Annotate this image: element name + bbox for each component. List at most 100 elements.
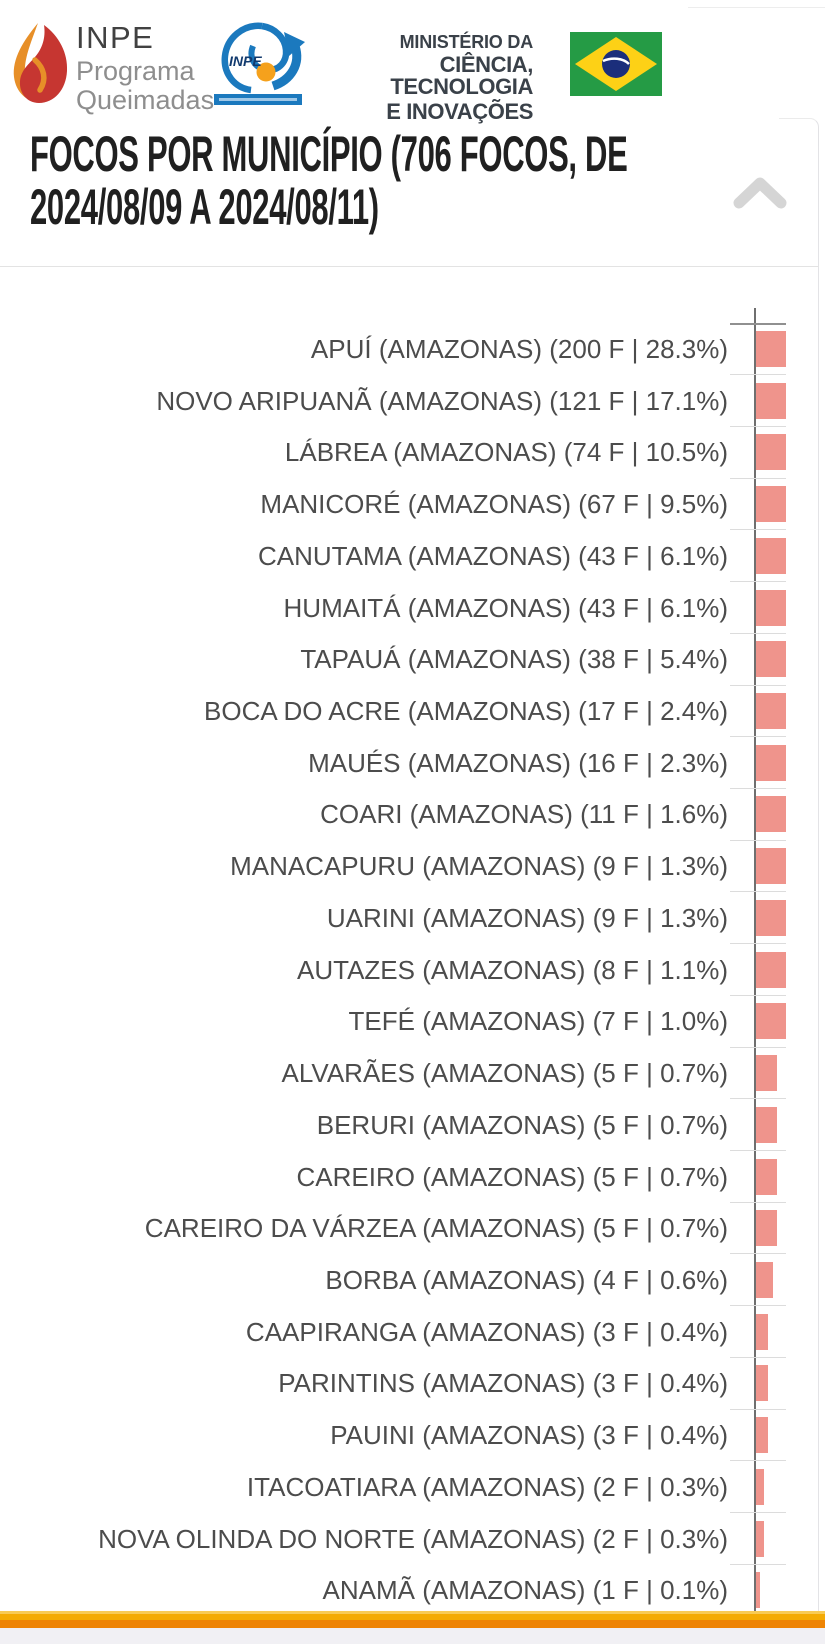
grid-separator (730, 736, 786, 738)
ministry-line3: E INOVAÇÕES (386, 99, 533, 124)
bar[interactable] (755, 1261, 773, 1298)
bar[interactable] (755, 486, 786, 523)
bar[interactable] (755, 1106, 777, 1143)
footer-accent-bar (0, 1611, 825, 1628)
bar[interactable] (755, 1210, 777, 1247)
satellite-inpe-text: INPE (229, 53, 262, 69)
grid-separator (730, 943, 786, 945)
bar-label: AUTAZES (AMAZONAS) (8 F | 1.1%) (297, 954, 728, 985)
grid-separator (730, 322, 786, 325)
grid-separator (730, 1563, 786, 1565)
grid-separator (730, 839, 786, 841)
bar[interactable] (755, 899, 786, 936)
bar[interactable] (755, 1417, 769, 1454)
bar[interactable] (755, 434, 786, 471)
grid-separator (730, 425, 786, 427)
bar[interactable] (755, 589, 786, 626)
grid-separator (730, 994, 786, 996)
bar[interactable] (755, 1520, 765, 1557)
category-axis-line (754, 308, 756, 1611)
bar[interactable] (755, 331, 786, 367)
bar[interactable] (755, 1313, 769, 1350)
bar-label: CAAPIRANGA (AMAZONAS) (3 F | 0.4%) (245, 1316, 728, 1347)
panel-corner-border (779, 118, 819, 149)
programa-queimadas-wordmark: INPE Programa Queimadas (76, 22, 214, 114)
grid-separator (730, 529, 786, 531)
grid-separator (730, 684, 786, 686)
header: INPE Programa Queimadas INPE MINISTÉRIO … (0, 0, 825, 123)
brazil-flag-icon (570, 32, 662, 96)
bar[interactable] (755, 951, 786, 988)
bar-label: MAUÉS (AMAZONAS) (16 F | 2.3%) (308, 747, 728, 778)
page-bottom-area (0, 1627, 825, 1644)
bar[interactable] (755, 693, 786, 730)
bar-label: NOVA OLINDA DO NORTE (AMAZONAS) (2 F | 0… (98, 1523, 728, 1554)
bar-label: PAUINI (AMAZONAS) (3 F | 0.4%) (330, 1420, 728, 1451)
grid-separator (730, 1150, 786, 1152)
grid-separator (730, 1460, 786, 1462)
header-edge-line (688, 7, 825, 8)
grid-separator (730, 1512, 786, 1514)
bar-label: ITACOATIARA (AMAZONAS) (2 F | 0.3%) (246, 1471, 728, 1502)
ministry-line1: MINISTÉRIO DA (399, 32, 534, 52)
bar[interactable] (755, 537, 786, 574)
bar-label: TEFÉ (AMAZONAS) (7 F | 1.0%) (348, 1006, 728, 1037)
page-title-line1: FOCOS POR MUNICÍPIO (706 FOCOS, DE (30, 126, 628, 182)
grid-separator (730, 787, 786, 789)
collapse-panel-chevron-up-icon[interactable] (732, 174, 788, 212)
bar-label: APUÍ (AMAZONAS) (200 F | 28.3%) (310, 334, 728, 364)
bar-label: COARI (AMAZONAS) (11 F | 1.6%) (320, 799, 728, 830)
grid-separator (730, 1046, 786, 1048)
ministry-line2: CIÊNCIA, TECNOLOGIA (390, 52, 533, 99)
grid-separator (730, 374, 786, 376)
bar-label: ANAMÃ (AMAZONAS) (1 F | 0.1%) (322, 1575, 728, 1606)
bar[interactable] (755, 1003, 786, 1040)
grid-separator (730, 581, 786, 583)
bar-label: HUMAITÁ (AMAZONAS) (43 F | 6.1%) (283, 592, 728, 623)
inpe-satellite-icon: INPE (214, 22, 305, 105)
logo-queimadas-text: Queimadas (76, 85, 215, 115)
logo-programa-text: Programa (76, 56, 195, 86)
bar-label: PARINTINS (AMAZONAS) (3 F | 0.4%) (278, 1368, 728, 1399)
bar-label: MANICORÉ (AMAZONAS) (67 F | 9.5%) (260, 489, 728, 520)
bar-label: LÁBREA (AMAZONAS) (74 F | 10.5%) (284, 437, 728, 468)
grid-separator (730, 1408, 786, 1410)
grid-separator (730, 1098, 786, 1100)
bar[interactable] (755, 1468, 765, 1505)
bar[interactable] (755, 744, 786, 781)
bar-label: TAPAUÁ (AMAZONAS) (38 F | 5.4%) (300, 644, 728, 675)
bar-label: ALVARÃES (AMAZONAS) (5 F | 0.7%) (281, 1058, 728, 1089)
bar[interactable] (755, 1055, 777, 1092)
logo-inpe-text: INPE (76, 20, 155, 55)
ministry-text-block: MINISTÉRIO DA CIÊNCIA, TECNOLOGIA E INOV… (320, 33, 533, 126)
grid-separator (730, 1201, 786, 1203)
grid-separator (730, 1253, 786, 1255)
bar[interactable] (755, 848, 786, 885)
programa-queimadas-flame-icon (13, 23, 68, 103)
bar-label: MANACAPURU (AMAZONAS) (9 F | 1.3%) (230, 851, 728, 882)
bar[interactable] (755, 796, 786, 833)
bar-label: UARINI (AMAZONAS) (9 F | 1.3%) (326, 902, 728, 933)
panel-right-border (818, 146, 819, 1611)
bar[interactable] (755, 382, 786, 419)
bar-label: NOVO ARIPUANÃ (AMAZONAS) (121 F | 17.1%) (156, 385, 728, 416)
bar-label: BERURI (AMAZONAS) (5 F | 0.7%) (316, 1109, 728, 1140)
bar-label: CAREIRO (AMAZONAS) (5 F | 0.7%) (296, 1161, 728, 1192)
bar[interactable] (755, 641, 786, 678)
bar[interactable] (755, 1365, 769, 1402)
grid-separator (730, 477, 786, 479)
bar-label: BORBA (AMAZONAS) (4 F | 0.6%) (325, 1264, 728, 1295)
bar-label: CANUTAMA (AMAZONAS) (43 F | 6.1%) (257, 540, 728, 571)
title-divider (0, 266, 819, 267)
bar-label: BOCA DO ACRE (AMAZONAS) (17 F | 2.4%) (204, 696, 728, 727)
grid-separator (730, 1356, 786, 1358)
bar-label: CAREIRO DA VÁRZEA (AMAZONAS) (5 F | 0.7%… (144, 1213, 728, 1244)
bar[interactable] (755, 1572, 760, 1609)
grid-separator (730, 1305, 786, 1307)
page-title: FOCOS POR MUNICÍPIO (706 FOCOS, DE 2024/… (30, 128, 825, 234)
bar[interactable] (755, 1158, 777, 1195)
grid-separator (730, 632, 786, 634)
grid-separator (730, 891, 786, 893)
